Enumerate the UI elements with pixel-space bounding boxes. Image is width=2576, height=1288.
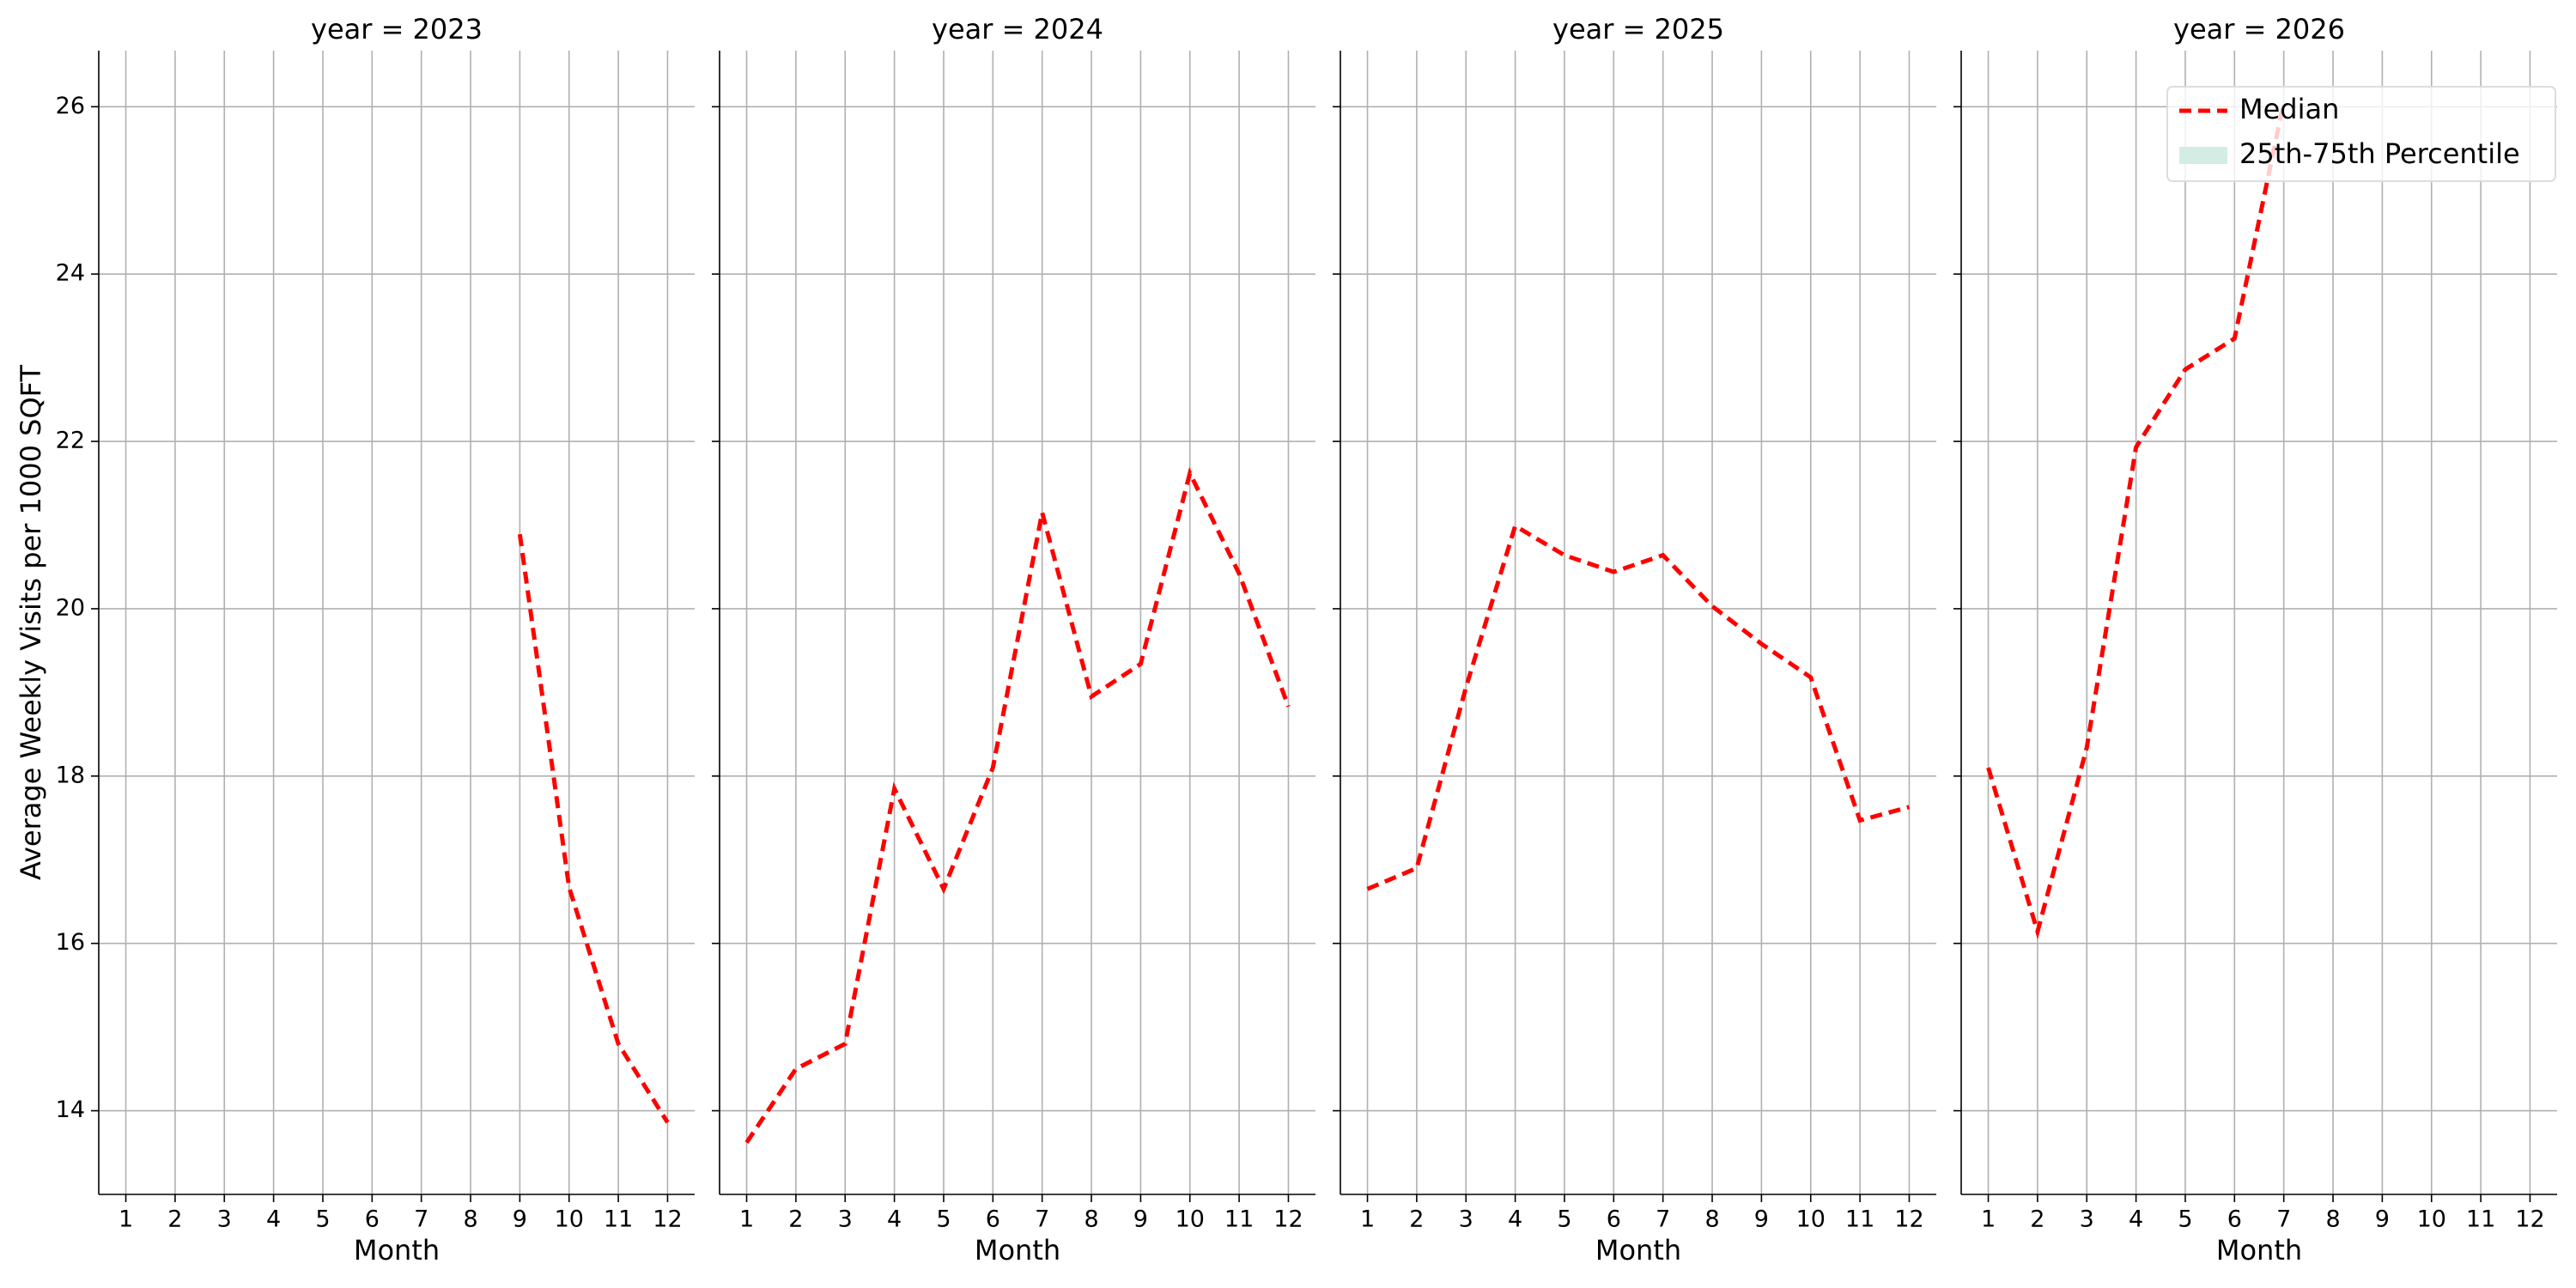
x-tick-label: 1 xyxy=(739,1206,754,1233)
x-tick-label: 6 xyxy=(1607,1206,1621,1233)
y-tick-label: 18 xyxy=(56,762,85,788)
legend-label: 25th-75th Percentile xyxy=(2239,137,2520,170)
y-tick-label: 24 xyxy=(56,260,85,287)
x-tick-label: 4 xyxy=(887,1206,902,1233)
panel-title: year = 2024 xyxy=(932,13,1103,46)
y-tick-label: 22 xyxy=(56,428,85,454)
x-tick-label: 11 xyxy=(2466,1206,2495,1233)
x-tick-label: 3 xyxy=(2080,1206,2094,1233)
legend-box xyxy=(2166,86,2556,182)
x-tick-label: 8 xyxy=(463,1206,477,1233)
x-tick-label: 4 xyxy=(2129,1206,2143,1233)
x-tick-label: 5 xyxy=(1557,1206,1571,1233)
x-tick-label: 12 xyxy=(1894,1206,1923,1233)
x-tick-label: 1 xyxy=(118,1206,133,1233)
y-tick-label: 20 xyxy=(56,594,85,621)
x-tick-label: 3 xyxy=(838,1206,853,1233)
x-tick-label: 11 xyxy=(1224,1206,1254,1233)
median-line xyxy=(1366,522,1911,891)
x-tick-label: 5 xyxy=(936,1206,951,1233)
x-tick-label: 6 xyxy=(986,1206,1000,1233)
x-tick-label: 9 xyxy=(1133,1206,1148,1233)
x-tick-label: 4 xyxy=(266,1206,281,1233)
x-tick-label: 3 xyxy=(217,1206,232,1233)
panel-title: year = 2025 xyxy=(1552,13,1724,46)
median-line xyxy=(1986,100,2287,940)
x-tick-label: 6 xyxy=(365,1206,380,1233)
x-tick-label: 5 xyxy=(2178,1206,2192,1233)
y-tick-label: 16 xyxy=(56,929,85,956)
x-tick-label: 1 xyxy=(1981,1206,1996,1233)
x-tick-label: 11 xyxy=(1845,1206,1874,1233)
x-tick-label: 7 xyxy=(1035,1206,1049,1233)
x-axis-label: Month xyxy=(354,1234,440,1267)
x-tick-label: 3 xyxy=(1459,1206,1473,1233)
x-tick-label: 9 xyxy=(2375,1206,2390,1233)
legend-swatch xyxy=(2179,147,2227,164)
x-tick-label: 2 xyxy=(2030,1206,2044,1233)
x-axis-label: Month xyxy=(2216,1234,2302,1267)
panel-title: year = 2023 xyxy=(311,13,483,46)
legend-label: Median xyxy=(2239,93,2339,125)
x-axis-label: Month xyxy=(975,1234,1060,1267)
x-tick-label: 9 xyxy=(513,1206,527,1233)
x-tick-label: 6 xyxy=(2227,1206,2242,1233)
x-tick-label: 12 xyxy=(1273,1206,1303,1233)
panel-title: year = 2026 xyxy=(2173,13,2345,46)
x-tick-label: 2 xyxy=(1409,1206,1424,1233)
x-tick-label: 5 xyxy=(315,1206,330,1233)
median-line xyxy=(517,533,670,1124)
x-tick-label: 7 xyxy=(1656,1206,1670,1233)
x-tick-label: 2 xyxy=(167,1206,182,1233)
x-tick-label: 8 xyxy=(2325,1206,2340,1233)
x-tick-label: 11 xyxy=(604,1206,633,1233)
median-line xyxy=(744,466,1291,1144)
x-tick-label: 8 xyxy=(1704,1206,1719,1233)
x-tick-label: 12 xyxy=(2515,1206,2544,1233)
x-tick-label: 7 xyxy=(2276,1206,2291,1233)
y-axis-label: Average Weekly Visits per 1000 SQFT xyxy=(15,364,47,880)
x-axis-label: Month xyxy=(1595,1234,1681,1267)
x-tick-label: 1 xyxy=(1360,1206,1375,1233)
y-tick-label: 26 xyxy=(56,93,85,119)
x-tick-label: 2 xyxy=(788,1206,803,1233)
x-tick-label: 10 xyxy=(1176,1206,1205,1233)
x-tick-label: 12 xyxy=(653,1206,682,1233)
y-tick-label: 14 xyxy=(56,1097,85,1123)
x-tick-label: 7 xyxy=(414,1206,428,1233)
x-tick-label: 4 xyxy=(1508,1206,1522,1233)
legend: Median 25th-75th Percentile xyxy=(2166,86,2556,182)
x-tick-label: 10 xyxy=(2417,1206,2446,1233)
x-tick-label: 10 xyxy=(555,1206,584,1233)
x-tick-label: 9 xyxy=(1754,1206,1769,1233)
x-tick-label: 8 xyxy=(1084,1206,1098,1233)
x-tick-label: 10 xyxy=(1796,1206,1826,1233)
